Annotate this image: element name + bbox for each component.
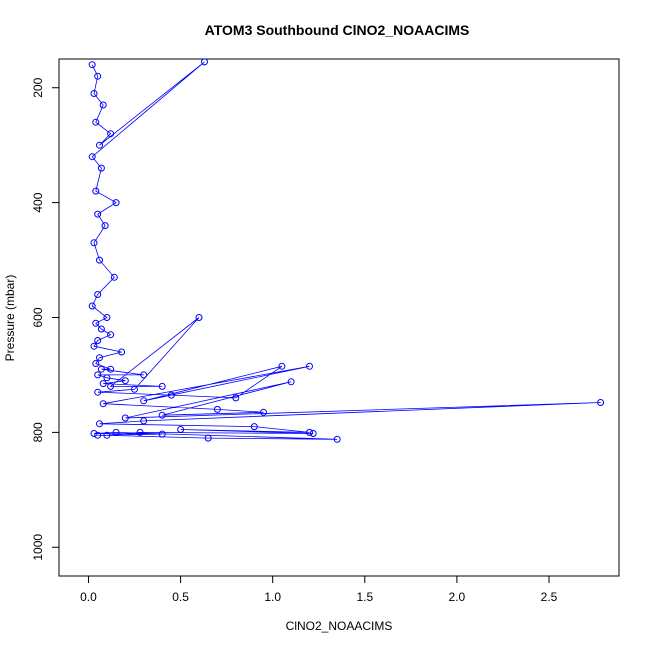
data-point <box>92 319 100 327</box>
x-axis: 0.0 0.5 1.0 1.5 2.0 2.5 <box>80 576 558 604</box>
data-point <box>92 187 100 195</box>
data-point <box>232 394 240 402</box>
data-point <box>177 426 185 433</box>
data-point <box>136 428 144 436</box>
series-line <box>91 61 601 440</box>
data-point <box>88 153 96 161</box>
data-point <box>118 348 126 356</box>
data-point <box>204 434 212 442</box>
data-point <box>90 430 98 437</box>
data-point <box>94 291 102 298</box>
data-point <box>99 101 107 109</box>
data-point <box>92 360 100 367</box>
y-tick-label: 800 <box>31 422 45 442</box>
data-point <box>97 325 105 333</box>
data-point <box>140 371 148 379</box>
y-tick-label: 200 <box>31 77 45 97</box>
data-point <box>107 331 115 339</box>
data-point <box>94 388 102 396</box>
data-point <box>112 428 120 436</box>
data-point <box>101 222 109 230</box>
x-tick-label: 0.5 <box>172 590 189 604</box>
data-point <box>597 399 605 406</box>
x-axis-label: ClNO2_NOAACIMS <box>286 619 393 633</box>
data-point <box>306 362 313 370</box>
data-point <box>121 377 129 385</box>
data-point <box>167 391 175 399</box>
data-point <box>96 354 103 362</box>
data-point <box>107 365 115 373</box>
data-point <box>99 380 107 388</box>
data-point <box>158 411 166 419</box>
data-point <box>97 365 105 373</box>
data-point <box>90 90 98 97</box>
data-point <box>94 431 102 439</box>
data-point <box>94 337 102 344</box>
data-point <box>99 400 107 408</box>
data-point <box>107 382 115 390</box>
data-point <box>158 382 166 390</box>
data-point <box>96 256 103 264</box>
x-tick-label: 2.0 <box>449 590 466 604</box>
data-point <box>309 430 317 437</box>
data-point <box>201 58 208 66</box>
data-point <box>88 302 96 310</box>
data-point <box>90 239 98 247</box>
data-point <box>103 431 111 439</box>
data-point <box>306 428 313 436</box>
y-tick-label: 400 <box>31 192 45 212</box>
data-point <box>131 385 138 393</box>
data-point <box>195 314 203 321</box>
y-axis: 200 400 600 800 1000 <box>31 77 59 561</box>
data-point <box>260 408 267 416</box>
data-point <box>94 72 102 80</box>
data-point <box>140 397 148 405</box>
data-point <box>92 118 100 126</box>
data-point <box>110 273 118 281</box>
data-point <box>287 378 295 386</box>
data-point <box>88 61 96 69</box>
y-tick-label: 1000 <box>31 534 45 561</box>
data-point <box>103 374 111 382</box>
y-axis-label: Pressure (mbar) <box>3 275 17 362</box>
data-point <box>158 430 166 438</box>
data-point <box>96 420 103 428</box>
data-point <box>96 141 103 149</box>
plot-frame <box>58 58 620 577</box>
chart-title: ATOM3 Southbound ClNO2_NOAACIMS <box>205 22 470 38</box>
data-point <box>103 314 111 321</box>
data-point <box>107 130 115 138</box>
series-layer <box>88 58 605 443</box>
data-point <box>140 417 148 425</box>
data-point <box>278 362 286 370</box>
x-tick-label: 0.0 <box>80 590 97 604</box>
data-point <box>333 435 341 443</box>
data-point <box>97 164 105 172</box>
data-point <box>213 405 221 413</box>
data-point <box>112 199 120 207</box>
data-point <box>90 342 98 350</box>
x-tick-label: 1.0 <box>264 590 281 604</box>
x-tick-label: 1.5 <box>356 590 373 604</box>
data-point <box>121 414 129 422</box>
data-point <box>250 423 258 431</box>
x-tick-label: 2.5 <box>541 590 558 604</box>
y-tick-label: 600 <box>31 307 45 327</box>
data-point <box>94 371 102 379</box>
data-point <box>94 210 102 218</box>
